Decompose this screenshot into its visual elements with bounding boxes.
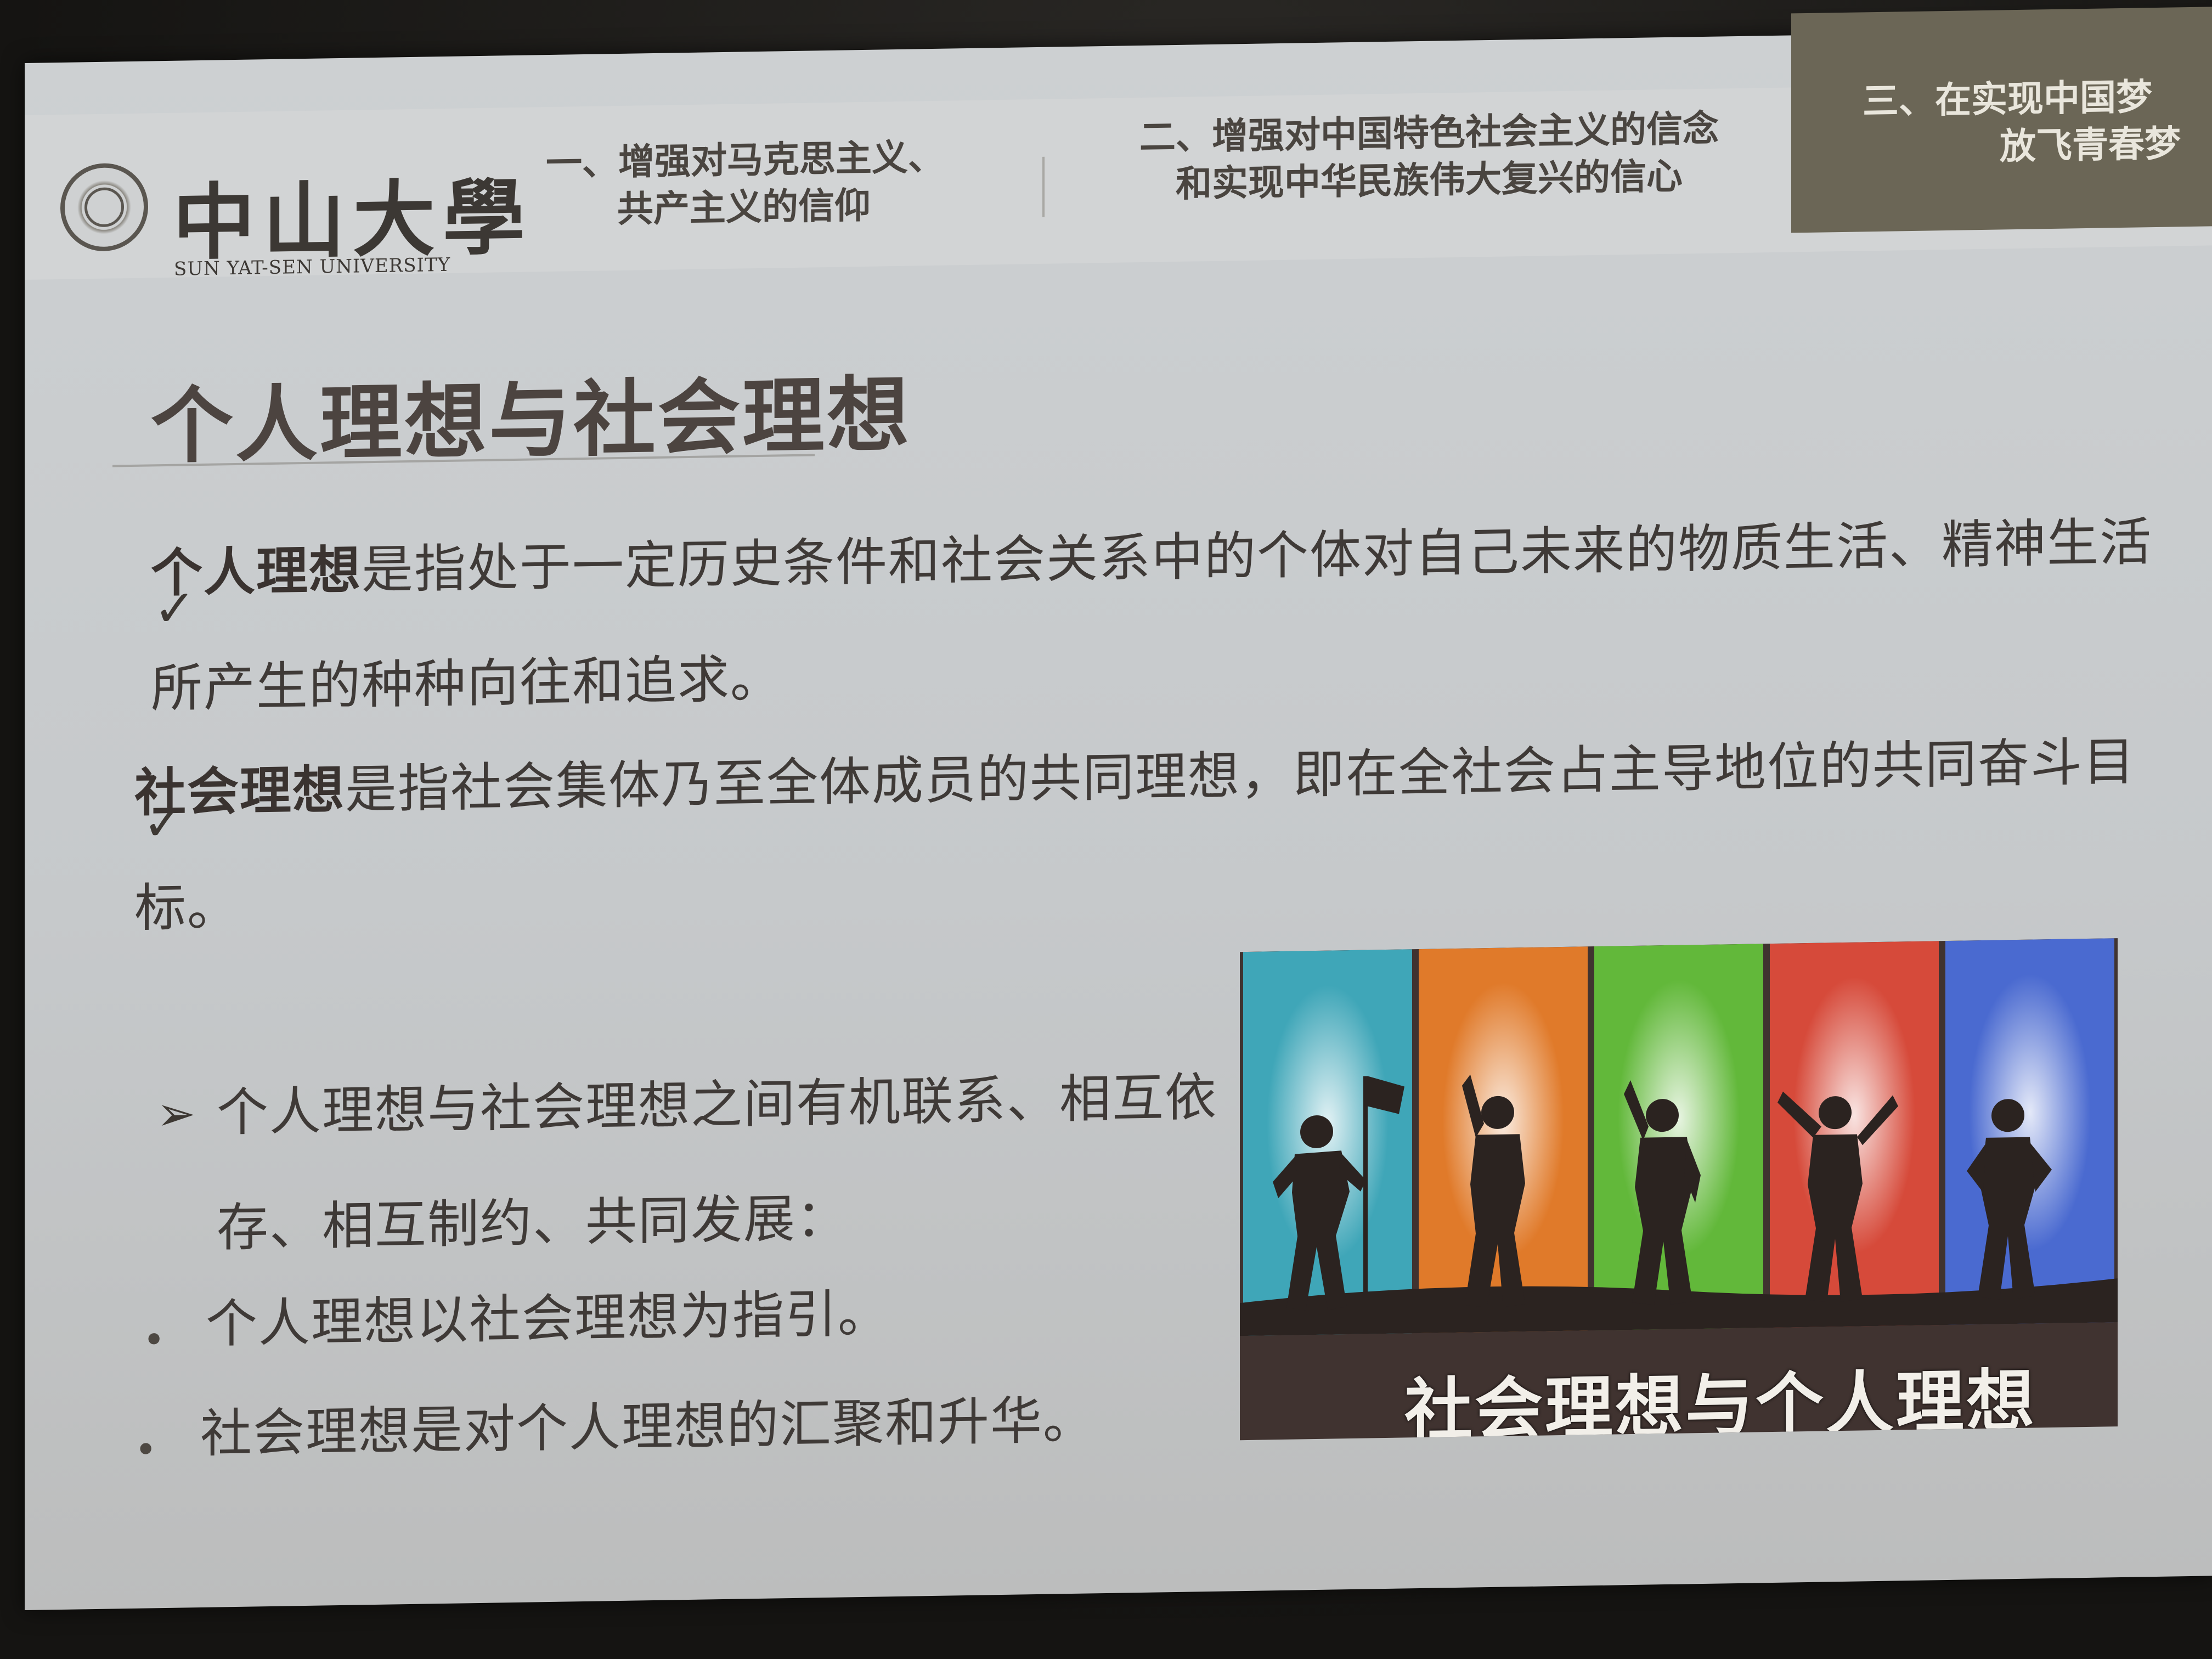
point-personal-ideal: 个人理想是指处于一定历史条件和社会关系中的个体对自己未来的物质生活、精神生活所产… [151, 485, 2153, 747]
silhouettes-graphic [1240, 938, 2118, 1336]
point-social-ideal-text: 是指社会集体乃至全体成员的共同理想，即在全社会占主导地位的共同奋斗目标。 [134, 732, 2136, 939]
nav-divider [1042, 156, 1045, 217]
figure-caption: 社会理想与个人理想 [1404, 1362, 2037, 1441]
ideals-illustration: 社会理想与个人理想 [1240, 938, 2118, 1441]
nav-tab-1-line1: 一、增强对马克思主义、 [546, 136, 944, 185]
relation-statement: 个人理想与社会理想之间有机联系、相互依存、相互制约、共同发展： [217, 1067, 1218, 1259]
term-personal-ideal: 个人理想 [151, 540, 362, 604]
bullet-item: 个人理想以社会理想为指引。 [206, 1284, 891, 1355]
nav-tab-3-line2: 放飞青春梦 [2000, 122, 2181, 168]
point-personal-ideal-text: 是指处于一定历史条件和社会关系中的个体对自己未来的物质生活、精神生活所产生的种种… [151, 512, 2153, 719]
bullet-dot-icon: • [143, 1317, 166, 1363]
term-social-ideal: 社会理想 [134, 760, 346, 823]
seal-inner-ring [84, 187, 124, 228]
people-silhouettes [1240, 1074, 2118, 1336]
nav-tab-1[interactable]: 一、增强对马克思主义、 共产主义的信仰 [546, 132, 1029, 234]
nav-tab-2-line2: 和实现中华民族伟大复兴的信心 [1176, 155, 1683, 206]
bullet-item: 社会理想是对个人理想的汇聚和升华。 [200, 1390, 1096, 1464]
stripe-glow [1594, 944, 1763, 1331]
point-social-ideal: 社会理想是指社会集体乃至全体成员的共同理想，即在全社会占主导地位的共同奋斗目标。 [134, 704, 2153, 967]
university-name-en: SUN YAT-SEN UNIVERSITY [174, 253, 451, 280]
bullet-dot-icon: • [134, 1427, 157, 1472]
arrow-bullet-icon: ➢ [156, 1086, 196, 1142]
nav-tab-3-line1: 三、在实现中国梦 [1863, 76, 2152, 123]
nav-tab-2-line1: 二、增强对中国特色社会主义的信念 [1139, 107, 1719, 159]
nav-tab-1-line2: 共产主义的信仰 [617, 184, 871, 231]
presentation-slide: 中山大學 SUN YAT-SEN UNIVERSITY 一、增强对马克思主义、 … [25, 7, 2212, 1611]
nav-tab-3-active[interactable]: 三、在实现中国梦 放飞青春梦 [1863, 72, 2212, 172]
stripe-glow [1945, 938, 2114, 1325]
nav-tab-2[interactable]: 二、增强对中国特色社会主义的信念 和实现中华民族伟大复兴的信心 [1073, 104, 1786, 210]
